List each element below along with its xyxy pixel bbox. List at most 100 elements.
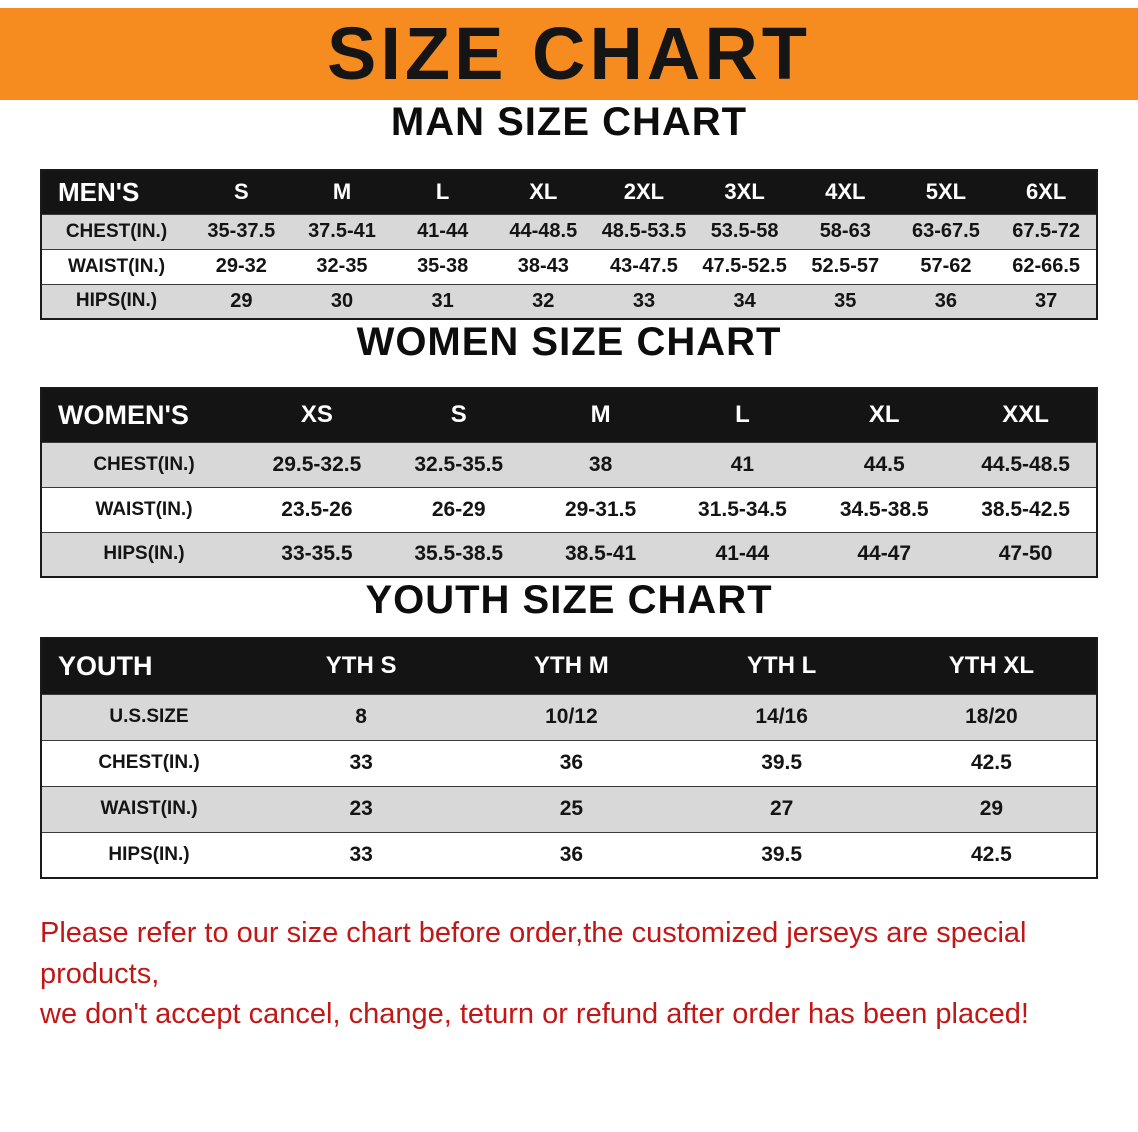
size-value: 33-35.5 — [246, 531, 388, 578]
size-value: 42.5 — [886, 831, 1097, 879]
size-column-header: L — [392, 170, 493, 214]
table-row: WAIST(IN.) 29-32 32-35 35-38 38-43 43-47.5 47.… — [41, 248, 1097, 285]
table-corner-label: WOMEN'S — [41, 388, 246, 442]
size-value: 32.5-35.5 — [387, 441, 530, 488]
size-value: 23.5-26 — [246, 486, 388, 533]
size-value: 37 — [996, 283, 1097, 320]
size-value: 38 — [529, 441, 672, 488]
measurement-row-label: CHEST(IN.) — [41, 739, 256, 787]
table-row: HIPS(IN.) 33-35.5 35.5-38.5 38.5-41 41-44 44-… — [41, 531, 1097, 578]
banner: SIZE CHART — [0, 8, 1138, 100]
size-value: 34.5-38.5 — [813, 486, 956, 533]
size-value: 29.5-32.5 — [246, 441, 388, 488]
size-value: 35-37.5 — [191, 213, 292, 250]
table-row: HIPS(IN.) 29 30 31 32 33 34 35 36 37 — [41, 283, 1097, 320]
size-column-header: 4XL — [794, 170, 896, 214]
size-value: 39.5 — [676, 831, 887, 879]
size-value: 29-32 — [191, 248, 292, 285]
size-value: 36 — [466, 739, 677, 787]
size-column-header: XL — [492, 170, 594, 214]
table-row: WAIST(IN.) 23 25 27 29 — [41, 785, 1097, 833]
size-value: 47-50 — [955, 531, 1097, 578]
youth-section-heading: YOUTH SIZE CHART — [365, 578, 773, 622]
size-value: 48.5-53.5 — [593, 213, 695, 250]
size-value: 8 — [256, 693, 467, 741]
size-column-header: YTH L — [676, 638, 887, 694]
table-row: CHEST(IN.) 33 36 39.5 42.5 — [41, 739, 1097, 787]
measurement-row-label: HIPS(IN.) — [41, 283, 191, 320]
table-header-row: YOUTH YTH S YTH M YTH L YTH XL — [41, 638, 1097, 694]
size-value: 44.5 — [813, 441, 956, 488]
page-title: SIZE CHART — [327, 12, 811, 95]
measurement-row-label: WAIST(IN.) — [41, 785, 256, 833]
men-table-wrap: MEN'S S M L XL 2XL 3XL 4XL 5XL 6XL CHEST(IN.) 35-37… — [0, 169, 1138, 320]
youth-size-section: YOUTH SIZE CHART YOUTH YTH S YTH M YTH L YTH… — [0, 578, 1138, 879]
measurement-row-label: WAIST(IN.) — [41, 248, 191, 285]
size-value: 62-66.5 — [996, 248, 1097, 285]
size-value: 23 — [256, 785, 467, 833]
size-value: 67.5-72 — [996, 213, 1097, 250]
size-value: 10/12 — [466, 693, 677, 741]
table-corner-label: MEN'S — [41, 170, 191, 214]
size-value: 63-67.5 — [895, 213, 997, 250]
size-value: 37.5-41 — [291, 213, 393, 250]
size-value: 57-62 — [895, 248, 997, 285]
table-header-row: MEN'S S M L XL 2XL 3XL 4XL 5XL 6XL — [41, 170, 1097, 214]
size-value: 35.5-38.5 — [387, 531, 530, 578]
size-value: 41-44 — [392, 213, 493, 250]
size-value: 38.5-42.5 — [955, 486, 1097, 533]
table-header-row: WOMEN'S XS S M L XL XXL — [41, 388, 1097, 442]
size-column-header: S — [387, 388, 530, 442]
order-policy-note-line-1: Please refer to our size chart before or… — [40, 917, 1027, 990]
size-value: 31.5-34.5 — [671, 486, 814, 533]
size-column-header: XXL — [955, 388, 1097, 442]
size-value: 33 — [256, 739, 467, 787]
table-corner-label: YOUTH — [41, 638, 256, 694]
size-value: 44.5-48.5 — [955, 441, 1097, 488]
size-value: 26-29 — [387, 486, 530, 533]
table-row: WAIST(IN.) 23.5-26 26-29 29-31.5 31.5-34.5 34… — [41, 486, 1097, 533]
size-value: 53.5-58 — [694, 213, 795, 250]
size-value: 14/16 — [676, 693, 887, 741]
size-column-header: M — [529, 388, 672, 442]
measurement-row-label: HIPS(IN.) — [41, 531, 246, 578]
size-value: 33 — [256, 831, 467, 879]
table-row: HIPS(IN.) 33 36 39.5 42.5 — [41, 831, 1097, 879]
size-value: 34 — [694, 283, 795, 320]
size-column-header: XL — [813, 388, 956, 442]
youth-table-wrap: YOUTH YTH S YTH M YTH L YTH XL U.S.SIZE 8 10/12… — [0, 637, 1138, 879]
table-row: CHEST(IN.) 35-37.5 37.5-41 41-44 44-48.5 48.5… — [41, 213, 1097, 250]
size-value: 29 — [191, 283, 292, 320]
size-value: 44-48.5 — [492, 213, 594, 250]
size-value: 33 — [593, 283, 695, 320]
size-column-header: 5XL — [895, 170, 997, 214]
size-column-header: M — [291, 170, 393, 214]
size-value: 36 — [895, 283, 997, 320]
order-policy-note: Please refer to our size chart before or… — [40, 913, 1100, 1035]
order-policy-note-line-2: we don't accept cancel, change, teturn o… — [40, 998, 1029, 1031]
size-value: 41-44 — [671, 531, 814, 578]
size-column-header: YTH M — [466, 638, 677, 694]
size-value: 35-38 — [392, 248, 493, 285]
men-size-table: MEN'S S M L XL 2XL 3XL 4XL 5XL 6XL CHEST(IN.) 35-37… — [40, 169, 1098, 320]
size-value: 36 — [466, 831, 677, 879]
measurement-row-label: U.S.SIZE — [41, 693, 256, 741]
men-size-section: MAN SIZE CHART MEN'S S M L XL 2XL 3XL 4XL 5XL 6XL… — [0, 100, 1138, 320]
table-row: U.S.SIZE 8 10/12 14/16 18/20 — [41, 693, 1097, 741]
measurement-row-label: WAIST(IN.) — [41, 486, 246, 533]
measurement-row-label: HIPS(IN.) — [41, 831, 256, 879]
size-value: 39.5 — [676, 739, 887, 787]
size-column-header: XS — [246, 388, 388, 442]
size-value: 43-47.5 — [593, 248, 695, 285]
size-value: 27 — [676, 785, 887, 833]
size-value: 35 — [794, 283, 896, 320]
women-table-wrap: WOMEN'S XS S M L XL XXL CHEST(IN.) 29.5-32.5 32.5… — [0, 387, 1138, 578]
size-column-header: 2XL — [593, 170, 695, 214]
measurement-row-label: CHEST(IN.) — [41, 213, 191, 250]
size-value: 32 — [492, 283, 594, 320]
size-column-header: 3XL — [694, 170, 795, 214]
size-value: 41 — [671, 441, 814, 488]
measurement-row-label: CHEST(IN.) — [41, 441, 246, 488]
size-value: 29 — [886, 785, 1097, 833]
size-value: 38.5-41 — [529, 531, 672, 578]
